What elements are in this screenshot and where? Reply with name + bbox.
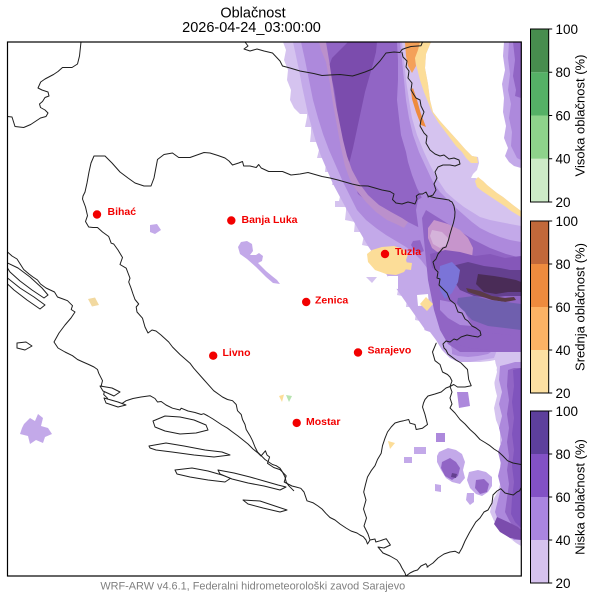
svg-text:Sarajevo: Sarajevo xyxy=(368,345,412,357)
svg-text:60: 60 xyxy=(556,108,571,123)
svg-text:80: 80 xyxy=(556,257,571,272)
svg-text:20: 20 xyxy=(556,576,571,591)
svg-text:Srednja oblačnost (%): Srednja oblačnost (%) xyxy=(573,243,588,371)
svg-text:WRF-ARW v4.6.1, Federalni hidr: WRF-ARW v4.6.1, Federalni hidrometeorolo… xyxy=(100,581,405,593)
svg-text:Livno: Livno xyxy=(223,347,251,359)
svg-text:40: 40 xyxy=(556,343,571,358)
svg-text:100: 100 xyxy=(556,214,579,229)
svg-text:100: 100 xyxy=(556,22,579,37)
svg-text:Bihać: Bihać xyxy=(108,206,137,218)
svg-text:Visoka oblačnost (%): Visoka oblačnost (%) xyxy=(573,55,588,177)
svg-text:Tuzla: Tuzla xyxy=(395,246,421,258)
svg-text:100: 100 xyxy=(556,404,579,419)
svg-text:Banja Luka: Banja Luka xyxy=(242,214,298,226)
svg-text:40: 40 xyxy=(556,533,571,548)
svg-text:2026-04-24_03:00:00: 2026-04-24_03:00:00 xyxy=(182,20,321,36)
svg-text:Mostar: Mostar xyxy=(306,416,340,428)
svg-text:Niska oblačnost (%): Niska oblačnost (%) xyxy=(573,439,588,555)
svg-text:Oblačnost: Oblačnost xyxy=(220,6,285,22)
svg-text:60: 60 xyxy=(556,490,571,505)
svg-text:Zenica: Zenica xyxy=(315,295,348,307)
svg-text:80: 80 xyxy=(556,447,571,462)
svg-text:20: 20 xyxy=(556,195,571,210)
svg-text:20: 20 xyxy=(556,386,571,401)
svg-text:40: 40 xyxy=(556,152,571,167)
svg-text:60: 60 xyxy=(556,300,571,315)
svg-text:80: 80 xyxy=(556,65,571,80)
